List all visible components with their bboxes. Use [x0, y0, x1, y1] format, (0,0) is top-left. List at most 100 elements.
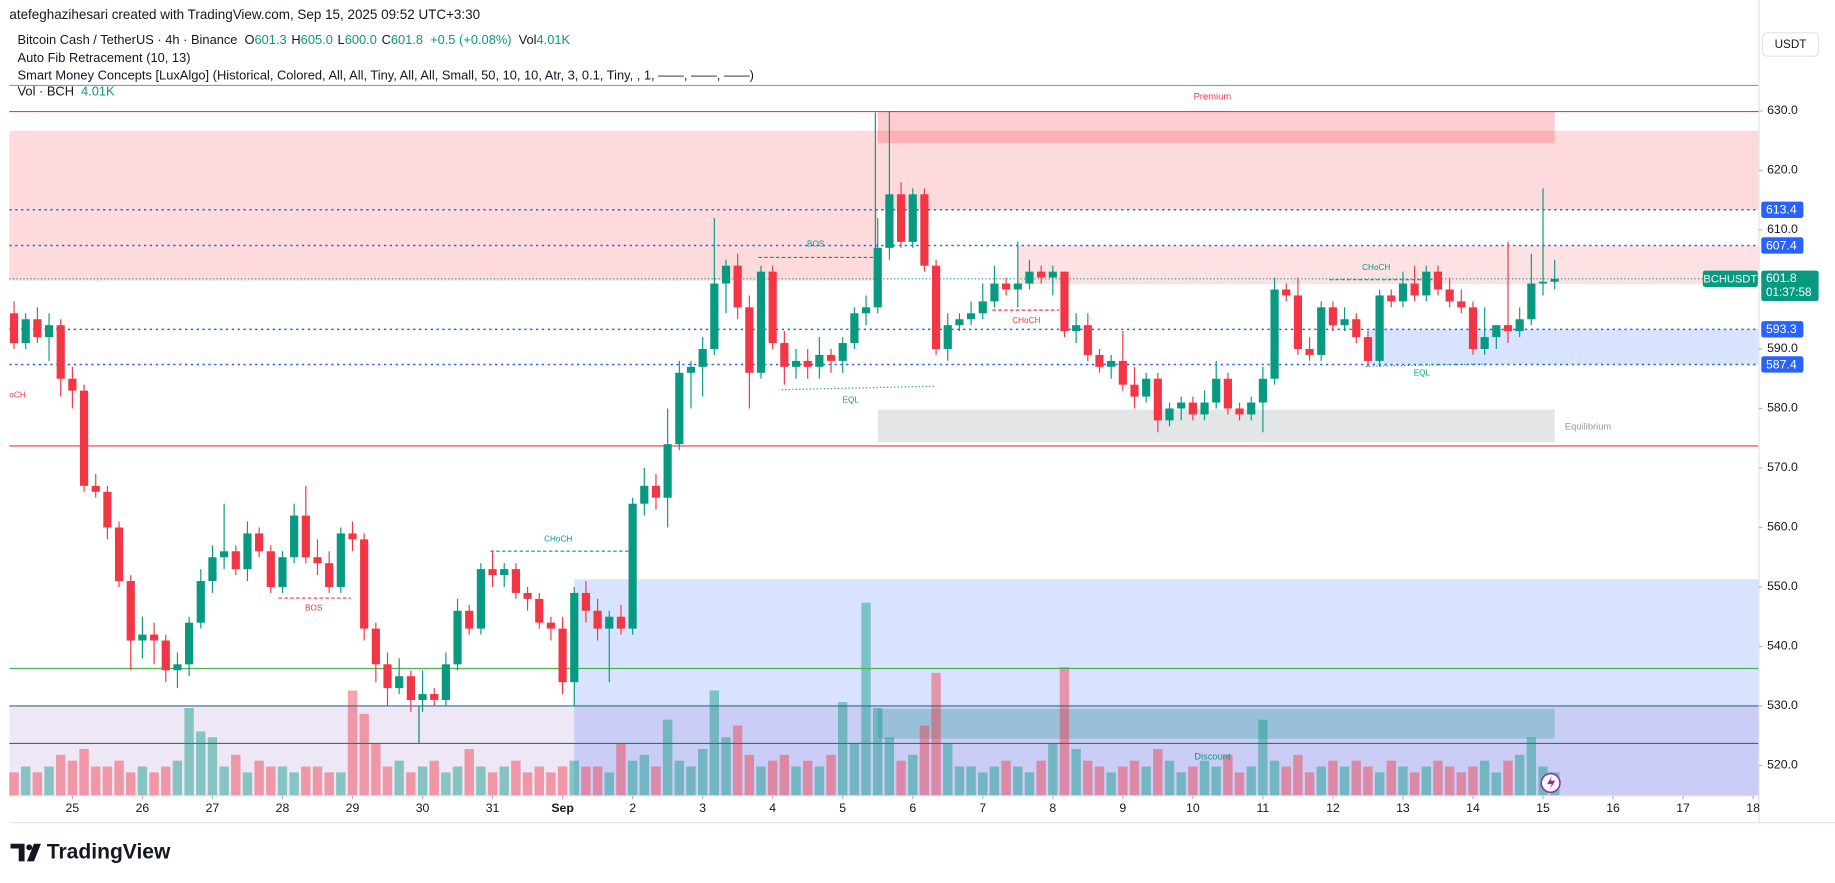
volume-value: 4.01K: [81, 84, 115, 99]
y-tick-label: 580.0: [1767, 401, 1798, 415]
volume-bar: [651, 766, 661, 796]
x-tick-label: 25: [66, 801, 80, 815]
level-badge: [1761, 237, 1804, 254]
volume-bar: [1036, 760, 1046, 796]
volume-bar: [546, 772, 556, 796]
candles: [9, 111, 1559, 712]
x-tick-label: 12: [1326, 801, 1340, 815]
last-price-badge: [1761, 270, 1819, 302]
volume-legend: Vol · BCH 4.01K: [18, 84, 116, 99]
vol-value: 4.01K: [536, 32, 570, 47]
x-tick-label: 31: [486, 801, 500, 815]
annotation: BOS: [305, 604, 323, 613]
zone: [9, 705, 1759, 796]
volume-bar: [1514, 754, 1525, 796]
countdown-label: 01:37:58: [1766, 286, 1811, 299]
candle-body: [430, 694, 439, 701]
x-tick-label: 6: [909, 801, 916, 815]
candle-body: [441, 664, 450, 701]
zone: [1017, 245, 1759, 285]
volume-bar: [184, 708, 194, 796]
candle-body: [1550, 278, 1559, 282]
candle-body: [453, 610, 462, 665]
candle-body: [149, 634, 159, 641]
x-tick-label: 4: [769, 801, 776, 815]
volume-bar: [534, 766, 544, 796]
volume-bar: [1129, 760, 1140, 796]
currency-label[interactable]: USDT: [1775, 38, 1807, 51]
candle-body: [1387, 295, 1396, 302]
y-tick-label: 560.0: [1767, 520, 1798, 534]
candle-body: [1095, 354, 1104, 367]
vol-label: Vol: [519, 32, 537, 47]
volume-bar: [756, 766, 766, 796]
x-tick-label: 2: [629, 801, 636, 815]
volume-bar: [1444, 766, 1455, 796]
volume-bar: [803, 760, 813, 796]
candle-body: [663, 444, 672, 498]
annotation: CHoCH: [544, 535, 572, 544]
volume-bar: [1211, 766, 1221, 796]
candle-body: [1398, 283, 1408, 302]
candle-body: [114, 527, 124, 582]
volume-bar: [1013, 766, 1023, 796]
candle-body: [1468, 307, 1478, 349]
volume-bar: [44, 766, 54, 796]
candle-body: [348, 533, 357, 540]
volume-bar: [1024, 772, 1035, 796]
currency-button[interactable]: [1761, 32, 1820, 57]
candle-body: [126, 581, 135, 641]
volume-bar: [161, 766, 171, 796]
candle-body: [885, 194, 894, 248]
candle-body: [1060, 271, 1069, 332]
volume-bar: [569, 760, 579, 796]
ohlc-label: H: [291, 32, 300, 47]
volume-bar: [394, 760, 404, 796]
volume-bar: [768, 760, 778, 796]
logo-part: [26, 843, 41, 862]
change: +0.5 (+0.08%): [430, 32, 512, 47]
candle-body: [488, 569, 497, 576]
volume-bar: [1339, 766, 1350, 796]
candle-body: [418, 694, 427, 701]
candle-body: [581, 592, 591, 611]
x-tick-label: 26: [136, 801, 150, 815]
candle-body: [850, 313, 859, 344]
level-badge: [1761, 356, 1804, 373]
volume-bar: [1094, 766, 1105, 796]
volume-bar: [838, 702, 848, 796]
volume-bar: [1199, 760, 1210, 796]
x-tick-label: 29: [346, 801, 360, 815]
volume-bar: [371, 743, 381, 796]
volume-bar: [943, 743, 953, 796]
zone: [9, 130, 1759, 210]
annotation: EQL: [843, 395, 860, 404]
credit: atefeghazihesari created with TradingVie…: [9, 7, 480, 22]
candle-body: [161, 640, 170, 671]
candle-body: [920, 194, 929, 266]
ohlc-value: 601.3: [255, 32, 287, 47]
x-tick-label: 17: [1676, 801, 1690, 815]
volume-bar: [604, 772, 614, 796]
volume-bar: [826, 754, 836, 796]
candle-body: [1048, 271, 1057, 278]
volume-bar: [9, 772, 19, 796]
candle-body: [103, 491, 112, 528]
zone: [1367, 329, 1759, 365]
volume-bar: [32, 772, 43, 796]
candle-body: [1188, 402, 1197, 415]
volume-bar: [114, 760, 124, 796]
volume-bar: [126, 772, 136, 796]
symbol-badge-label: BCHUSDT: [1703, 273, 1757, 285]
logo-part: [26, 844, 33, 851]
candle-body: [1527, 283, 1536, 320]
volume-bar: [581, 766, 591, 796]
volume-bar: [79, 748, 89, 796]
volume-bar: [336, 772, 346, 796]
candle-body: [406, 676, 415, 701]
volume-bar: [1409, 772, 1420, 796]
candle-body: [1212, 378, 1221, 403]
eql-line: [781, 385, 934, 391]
level-badge-label: 593.3: [1766, 322, 1797, 336]
